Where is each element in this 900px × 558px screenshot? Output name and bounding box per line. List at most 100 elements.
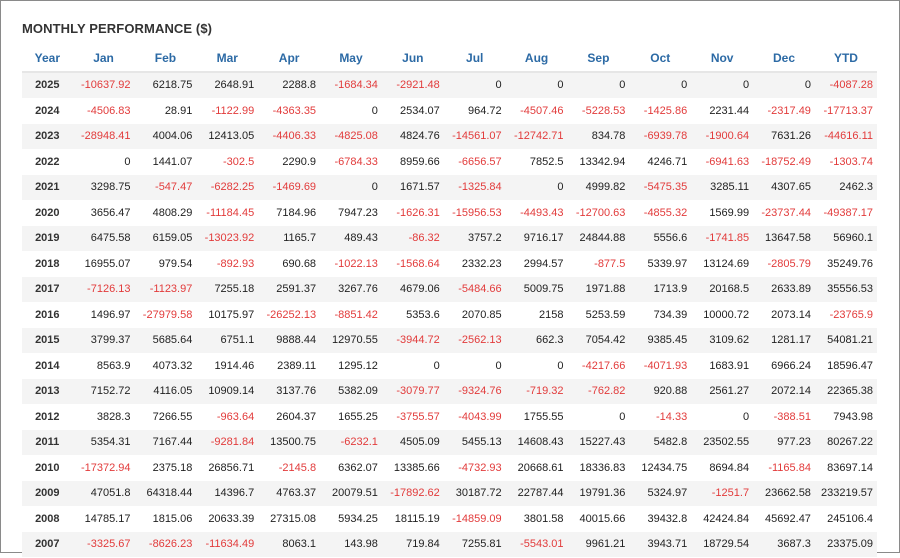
month-value-cell: 4824.76 <box>381 123 444 150</box>
month-value-cell: 489.43 <box>320 225 382 252</box>
month-value-cell: 2070.85 <box>443 301 506 328</box>
month-value-cell: -4363.35 <box>258 97 321 124</box>
month-value-cell: 22787.44 <box>505 480 568 507</box>
month-value-cell: -1122.99 <box>196 97 259 124</box>
month-value-cell: 3267.76 <box>320 276 382 303</box>
month-value-cell: 7054.42 <box>567 327 630 354</box>
month-value-cell: -4825.08 <box>320 123 382 150</box>
month-value-cell: 734.39 <box>629 301 692 328</box>
month-value-cell: 2561.27 <box>691 378 754 405</box>
month-value-cell: 23502.55 <box>691 429 754 456</box>
month-value-cell: -5475.35 <box>629 174 692 201</box>
column-header-jul: Jul <box>443 45 506 73</box>
month-value-cell: -1900.64 <box>691 123 754 150</box>
ytd-cell: 56960.1 <box>814 225 877 252</box>
year-cell: 2021 <box>22 174 73 201</box>
table-row: 2025 -10637.92 6218.75 2648.91 2288.8 -1684.3… <box>22 71 877 99</box>
month-value-cell: 5009.75 <box>505 276 568 303</box>
month-value-cell: 1569.99 <box>691 199 754 226</box>
header-row: Year Jan Feb Mar Apr May Jun Jul Aug Sep Oct Nov Dec… <box>22 45 877 73</box>
month-value-cell: 2633.89 <box>753 276 815 303</box>
month-value-cell: 3799.37 <box>72 327 135 354</box>
ytd-cell: 35556.53 <box>814 276 877 303</box>
ytd-cell: 35249.76 <box>814 250 877 277</box>
month-value-cell: 2534.07 <box>381 97 444 124</box>
month-value-cell: -1251.7 <box>691 480 754 507</box>
month-value-cell: 0 <box>443 71 506 99</box>
month-value-cell: 2288.8 <box>258 71 321 99</box>
table-row: 2017 -7126.13 -1123.97 7255.18 2591.37 3267.7… <box>22 276 877 303</box>
month-value-cell: -5543.01 <box>505 531 568 558</box>
month-value-cell: -1626.31 <box>381 199 444 226</box>
month-value-cell: -6232.1 <box>320 429 382 456</box>
month-value-cell: 4307.65 <box>753 174 815 201</box>
month-value-cell: 18336.83 <box>567 454 630 481</box>
month-value-cell: 20168.5 <box>691 276 754 303</box>
month-value-cell: -1022.13 <box>320 250 382 277</box>
table-row: 2014 8563.9 4073.32 1914.46 2389.11 1295.12 0 0… <box>22 352 877 379</box>
month-value-cell: 4505.09 <box>381 429 444 456</box>
month-value-cell: 4246.71 <box>629 148 692 175</box>
table-row: 2010 -17372.94 2375.18 26856.71 -2145.8 6362.… <box>22 454 877 481</box>
month-value-cell: -4406.33 <box>258 123 321 150</box>
month-value-cell: 5353.6 <box>381 301 444 328</box>
table-row: 2020 3656.47 4808.29 -11184.45 7184.96 7947.2… <box>22 199 877 226</box>
month-value-cell: -26252.13 <box>258 301 321 328</box>
month-value-cell: 662.3 <box>505 327 568 354</box>
year-cell: 2009 <box>22 480 73 507</box>
month-value-cell: -3079.77 <box>381 378 444 405</box>
month-value-cell: 2073.14 <box>753 301 815 328</box>
ytd-cell: 18596.47 <box>814 352 877 379</box>
month-value-cell: -4493.43 <box>505 199 568 226</box>
month-value-cell: -2562.13 <box>443 327 506 354</box>
ytd-cell: 54081.21 <box>814 327 877 354</box>
month-value-cell: -27979.58 <box>134 301 197 328</box>
month-value-cell: -11634.49 <box>196 531 259 558</box>
month-value-cell: -10637.92 <box>72 71 135 99</box>
table-row: 2019 6475.58 6159.05 -13023.92 1165.7 489.43-… <box>22 225 877 252</box>
month-value-cell: -4732.93 <box>443 454 506 481</box>
month-value-cell: 6475.58 <box>72 225 135 252</box>
month-value-cell: 4004.06 <box>134 123 197 150</box>
month-value-cell: 14785.17 <box>72 505 135 532</box>
ytd-cell: 7943.98 <box>814 403 877 430</box>
ytd-cell: 22365.38 <box>814 378 877 405</box>
month-value-cell: 0 <box>320 97 382 124</box>
month-value-cell: 1914.46 <box>196 352 259 379</box>
month-value-cell: 0 <box>567 403 630 430</box>
month-value-cell: 9961.21 <box>567 531 630 558</box>
month-value-cell: 5324.97 <box>629 480 692 507</box>
year-cell: 2023 <box>22 123 73 150</box>
month-value-cell: 13500.75 <box>258 429 321 456</box>
month-value-cell: 690.68 <box>258 250 321 277</box>
month-value-cell: -877.5 <box>567 250 630 277</box>
month-value-cell: 39432.8 <box>629 505 692 532</box>
month-value-cell: 18115.19 <box>381 505 444 532</box>
month-value-cell: 6159.05 <box>134 225 197 252</box>
month-value-cell: 6218.75 <box>134 71 197 99</box>
table-row: 2015 3799.37 5685.64 6751.1 9888.44 12970.55-… <box>22 327 877 354</box>
month-value-cell: 5482.8 <box>629 429 692 456</box>
month-value-cell: -8626.23 <box>134 531 197 558</box>
month-value-cell: 920.88 <box>629 378 692 405</box>
month-value-cell: 4116.05 <box>134 378 197 405</box>
month-value-cell: 2158 <box>505 301 568 328</box>
month-value-cell: 2604.37 <box>258 403 321 430</box>
year-cell: 2011 <box>22 429 73 456</box>
month-value-cell: -6656.57 <box>443 148 506 175</box>
month-value-cell: 45692.47 <box>753 505 815 532</box>
month-value-cell: 5685.64 <box>134 327 197 354</box>
month-value-cell: 27315.08 <box>258 505 321 532</box>
month-value-cell: 5455.13 <box>443 429 506 456</box>
month-value-cell: -4507.46 <box>505 97 568 124</box>
month-value-cell: -3325.67 <box>72 531 135 558</box>
month-value-cell: 13342.94 <box>567 148 630 175</box>
month-value-cell: 4679.06 <box>381 276 444 303</box>
month-value-cell: 0 <box>753 71 815 99</box>
ytd-cell: -4087.28 <box>814 71 877 99</box>
month-value-cell: 3285.11 <box>691 174 754 201</box>
year-cell: 2014 <box>22 352 73 379</box>
month-value-cell: -23737.44 <box>753 199 815 226</box>
month-value-cell: 13647.58 <box>753 225 815 252</box>
month-value-cell: -2317.49 <box>753 97 815 124</box>
